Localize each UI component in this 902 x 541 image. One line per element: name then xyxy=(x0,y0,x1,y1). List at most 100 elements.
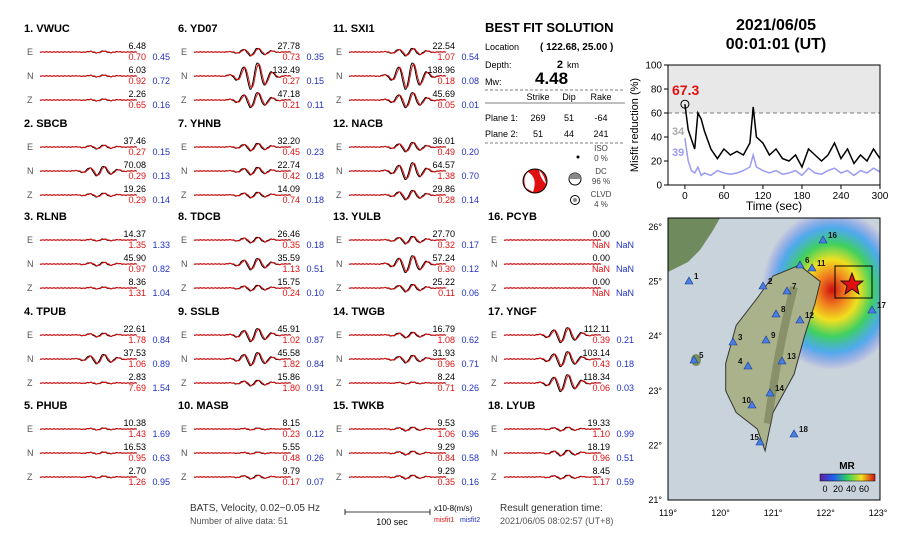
station-number: 18 xyxy=(799,425,808,434)
station-title: 15. TWKB xyxy=(333,400,384,412)
component-label: N xyxy=(336,354,343,364)
waveform-synthetic xyxy=(193,166,292,175)
component-label: N xyxy=(491,448,498,458)
misfit2: 0.12 xyxy=(461,264,479,274)
x-tick-label: 120 xyxy=(755,191,772,202)
component-label: N xyxy=(181,448,188,458)
misfit1: 0.05 xyxy=(437,100,455,110)
misfit1: 1.80 xyxy=(282,383,300,393)
waveform-synthetic xyxy=(348,255,447,272)
component-label: E xyxy=(491,330,497,340)
amplitude: 18.19 xyxy=(587,442,610,452)
misfit2: 0.06 xyxy=(461,288,479,298)
epicenter-box xyxy=(834,265,873,299)
annotation: 67.3 xyxy=(672,82,699,98)
iso-symbol xyxy=(576,155,580,159)
station-marker xyxy=(777,356,787,365)
component-name: DC xyxy=(595,167,607,176)
map-frame xyxy=(667,217,881,501)
station-title: 13. YULB xyxy=(333,211,381,223)
station-marker xyxy=(807,263,817,272)
series-line xyxy=(684,104,881,169)
waveform-synthetic xyxy=(503,239,602,241)
misfit2: 0.91 xyxy=(306,383,324,393)
misfit1: 1.10 xyxy=(592,429,610,439)
misfit2: 0.14 xyxy=(461,195,479,205)
plane-header: Dip xyxy=(562,92,576,102)
misfit2: 0.18 xyxy=(306,171,324,181)
component-percent: 96 % xyxy=(592,177,610,186)
amplitude: 9.53 xyxy=(437,418,455,428)
misfit2: 0.62 xyxy=(461,335,479,345)
amplitude: 112.11 xyxy=(584,324,610,334)
misfit2: 0.63 xyxy=(152,453,170,463)
x-tick-label: 180 xyxy=(794,191,811,202)
location: ( 122.68, 25.00 ) xyxy=(540,42,613,53)
amplitude: 45.58 xyxy=(277,348,300,358)
waveform-synthetic xyxy=(193,352,292,366)
misfit2: 0.59 xyxy=(616,477,634,487)
amplitude: 57.24 xyxy=(432,253,455,263)
colorbar xyxy=(819,473,876,482)
station-number: 10 xyxy=(742,396,751,405)
amplitude: 0.00 xyxy=(592,253,610,263)
misfit2: NaN xyxy=(616,264,634,274)
amplitude: 5.55 xyxy=(282,442,300,452)
station-number: 1 xyxy=(694,272,699,281)
component-label: E xyxy=(27,47,33,57)
misfit1: 0.92 xyxy=(128,76,146,86)
misfit1: 1.07 xyxy=(437,52,455,62)
station-number: 7 xyxy=(792,282,797,291)
station-marker xyxy=(795,260,805,269)
waveform-synthetic xyxy=(348,354,447,363)
high-zone xyxy=(668,65,880,113)
misfit2: 0.26 xyxy=(461,383,479,393)
waveform-synthetic xyxy=(39,286,138,290)
misfit1: NaN xyxy=(592,264,610,274)
amplitude: 16.53 xyxy=(123,442,146,452)
misfit1: 0.70 xyxy=(128,52,146,62)
misfit1: 0.28 xyxy=(437,195,455,205)
amplitude: 6.48 xyxy=(128,41,146,51)
misfit2: 1.04 xyxy=(152,288,170,298)
waveform-synthetic xyxy=(39,98,138,102)
component-label: N xyxy=(491,259,498,269)
colorbar-tick: 40 xyxy=(846,484,856,494)
component-label: Z xyxy=(181,95,187,105)
plane-value: -64 xyxy=(594,113,607,123)
station-title: 3. RLNB xyxy=(24,211,67,223)
component-label: E xyxy=(336,142,342,152)
waveform-synthetic xyxy=(193,63,292,89)
misfit1: 0.23 xyxy=(282,429,300,439)
misfit1: 1.43 xyxy=(128,429,146,439)
waveform-synthetic xyxy=(348,474,447,480)
lon-label: 122° xyxy=(816,508,835,518)
station-title: 10. MASB xyxy=(178,400,229,412)
filter-info: BATS, Velocity, 0.02~0.05 Hz xyxy=(190,503,320,514)
x-axis-label: Time (sec) xyxy=(746,199,802,213)
amplitude: 118.34 xyxy=(583,372,610,382)
waveform-synthetic xyxy=(348,190,447,200)
amplitude: 22.54 xyxy=(432,41,455,51)
amplitude: 9.29 xyxy=(437,442,455,452)
epicenter-star xyxy=(839,271,865,295)
waveform-synthetic xyxy=(39,427,138,431)
misfit1: NaN xyxy=(592,240,610,250)
amplitude: 70.08 xyxy=(123,160,146,170)
misfit1: 0.45 xyxy=(282,147,300,157)
component-label: N xyxy=(181,166,188,176)
plane-value: 241 xyxy=(593,129,608,139)
misfit1: 1.06 xyxy=(128,359,146,369)
x-tick-label: 60 xyxy=(718,191,730,202)
amplitude: 14.09 xyxy=(277,184,300,194)
station-marker xyxy=(795,315,805,324)
station-title: 7. YHNB xyxy=(178,118,221,130)
misfit1: 0.71 xyxy=(437,383,455,393)
amplitude: 132.49 xyxy=(272,65,300,75)
waveform-synthetic xyxy=(503,287,602,289)
component-label: E xyxy=(336,424,342,434)
amplitude: 37.46 xyxy=(123,136,146,146)
amplitude: 45.90 xyxy=(123,253,146,263)
waveform-synthetic xyxy=(193,328,292,342)
misfit2: NaN xyxy=(616,240,634,250)
